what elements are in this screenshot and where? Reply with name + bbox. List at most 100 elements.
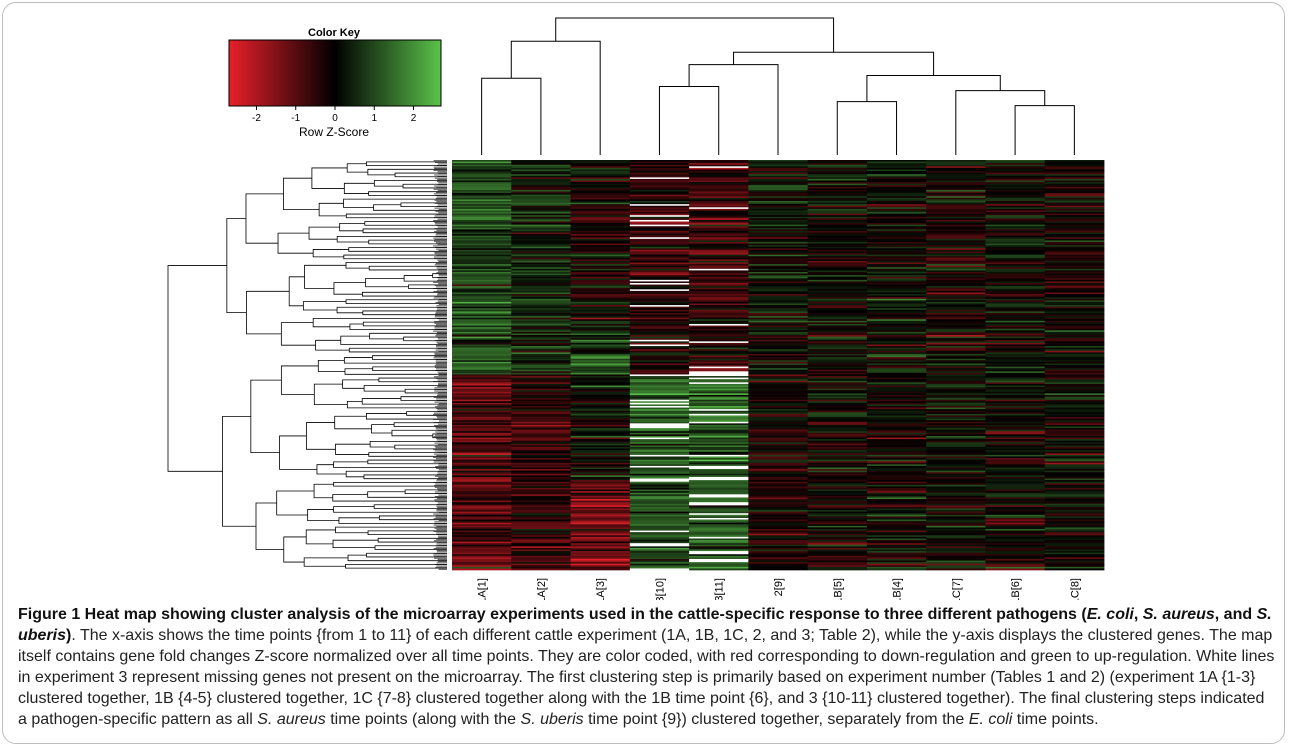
heatmap-cell: [629, 409, 690, 412]
heatmap-cell: [629, 415, 690, 418]
heatmap-cell: [452, 309, 512, 312]
heatmap-cell: [985, 238, 1046, 241]
heatmap-cell: [866, 536, 927, 539]
heatmap-cell: [866, 456, 927, 459]
heatmap-cell: [807, 431, 868, 434]
heatmap-cell: [866, 413, 927, 416]
heatmap-cell: [807, 306, 868, 309]
heatmap-cell: [629, 503, 690, 506]
heatmap-cell: [629, 264, 690, 267]
heatmap-cell: [985, 385, 1046, 388]
heatmap-cell: [1044, 431, 1105, 434]
heatmap-cell: [985, 437, 1046, 440]
heatmap-cell: [748, 303, 809, 306]
heatmap-cell: [748, 478, 809, 481]
heatmap-cell: [985, 541, 1046, 544]
heatmap-cell: [1044, 394, 1105, 397]
heatmap-cell: [511, 338, 571, 341]
heatmap-cell: [511, 464, 571, 467]
heatmap-cell: [748, 566, 809, 569]
heatmap-cell: [1044, 275, 1105, 278]
heatmap-cell: [926, 415, 986, 418]
heatmap-cell: [452, 221, 512, 224]
heatmap-cell: [511, 532, 571, 535]
heatmap-cell: [689, 346, 749, 349]
heatmap-cell: [1044, 171, 1105, 173]
heatmap-cell: [452, 428, 512, 431]
heatmap-cell: [1044, 279, 1105, 282]
heatmap-cell: [629, 368, 690, 371]
heatmap-cell: [1044, 543, 1105, 546]
heatmap-cell: [748, 536, 809, 539]
heatmap-cell: [629, 305, 690, 308]
heatmap-cell: [570, 521, 631, 524]
heatmap-cell: [629, 224, 690, 227]
heatmap-cell: [748, 289, 809, 292]
heatmap-cell: [866, 541, 927, 544]
heatmap-cell: [629, 177, 690, 180]
heatmap-cell: [629, 562, 690, 565]
heatmap-cell: [570, 166, 631, 169]
heatmap-cell: [926, 322, 986, 325]
heatmap-cell: [1044, 458, 1105, 460]
heatmap-cell: [1044, 271, 1105, 274]
heatmap-cell: [748, 517, 809, 520]
heatmap-cell: [1044, 365, 1105, 367]
heatmap-cell: [985, 499, 1046, 501]
heatmap-cell: [629, 535, 690, 538]
heatmap-cell: [926, 404, 986, 407]
heatmap-cell: [985, 178, 1046, 181]
heatmap-cell: [629, 410, 690, 413]
heatmap-cell: [985, 365, 1046, 367]
heatmap-cell: [570, 245, 631, 248]
heatmap-cell: [866, 305, 927, 308]
heatmap-cell: [689, 327, 749, 330]
heatmap-cell: [748, 497, 809, 500]
heatmap-cell: [866, 283, 927, 285]
heatmap-cell: [452, 260, 512, 263]
heatmap-cell: [866, 161, 927, 164]
heatmap-cell: [985, 279, 1046, 282]
heatmap-cell: [452, 185, 512, 188]
heatmap-cell: [985, 234, 1046, 237]
heatmap-cell: [1044, 472, 1105, 475]
heatmap-cell: [570, 342, 631, 345]
heatmap-cell: [452, 421, 512, 424]
heatmap-cell: [452, 270, 512, 273]
heatmap-cell: [748, 521, 809, 524]
heatmap-cell: [866, 555, 927, 558]
heatmap-cell: [629, 333, 690, 336]
heatmap-cell: [689, 473, 749, 476]
heatmap-cell: [807, 483, 868, 486]
heatmap-cell: [926, 186, 986, 189]
row-dendrogram-branch: [394, 444, 447, 450]
heatmap-cell: [689, 286, 749, 289]
heatmap-cell: [748, 256, 809, 259]
heatmap-cell: [926, 223, 986, 226]
heatmap-cell: [570, 426, 631, 429]
heatmap-cell: [511, 207, 571, 210]
column-dendrogram: [481, 17, 1075, 155]
heatmap-cell: [570, 568, 631, 571]
heatmap-cell: [511, 565, 571, 568]
heatmap-cell: [570, 555, 631, 558]
heatmap-cell: [1044, 376, 1105, 378]
heatmap-cell: [748, 246, 809, 249]
heatmap-cell: [866, 393, 927, 396]
heatmap-cell: [926, 541, 986, 544]
heatmap-cell: [570, 349, 631, 352]
heatmap-cell: [570, 366, 631, 369]
heatmap-cell: [866, 476, 927, 479]
heatmap-cell: [926, 480, 986, 483]
heatmap-cell: [629, 254, 690, 257]
heatmap-cell: [807, 472, 868, 475]
heatmap-cell: [452, 529, 512, 531]
heatmap-cell: [866, 301, 927, 304]
heatmap-cell: [629, 514, 690, 517]
column-label: 1A[1]: [477, 578, 489, 600]
heatmap-cell: [926, 424, 986, 427]
heatmap-cell: [926, 188, 986, 191]
heatmap-cell: [748, 488, 809, 490]
heatmap-cell: [629, 379, 690, 382]
heatmap-cell: [570, 503, 631, 506]
